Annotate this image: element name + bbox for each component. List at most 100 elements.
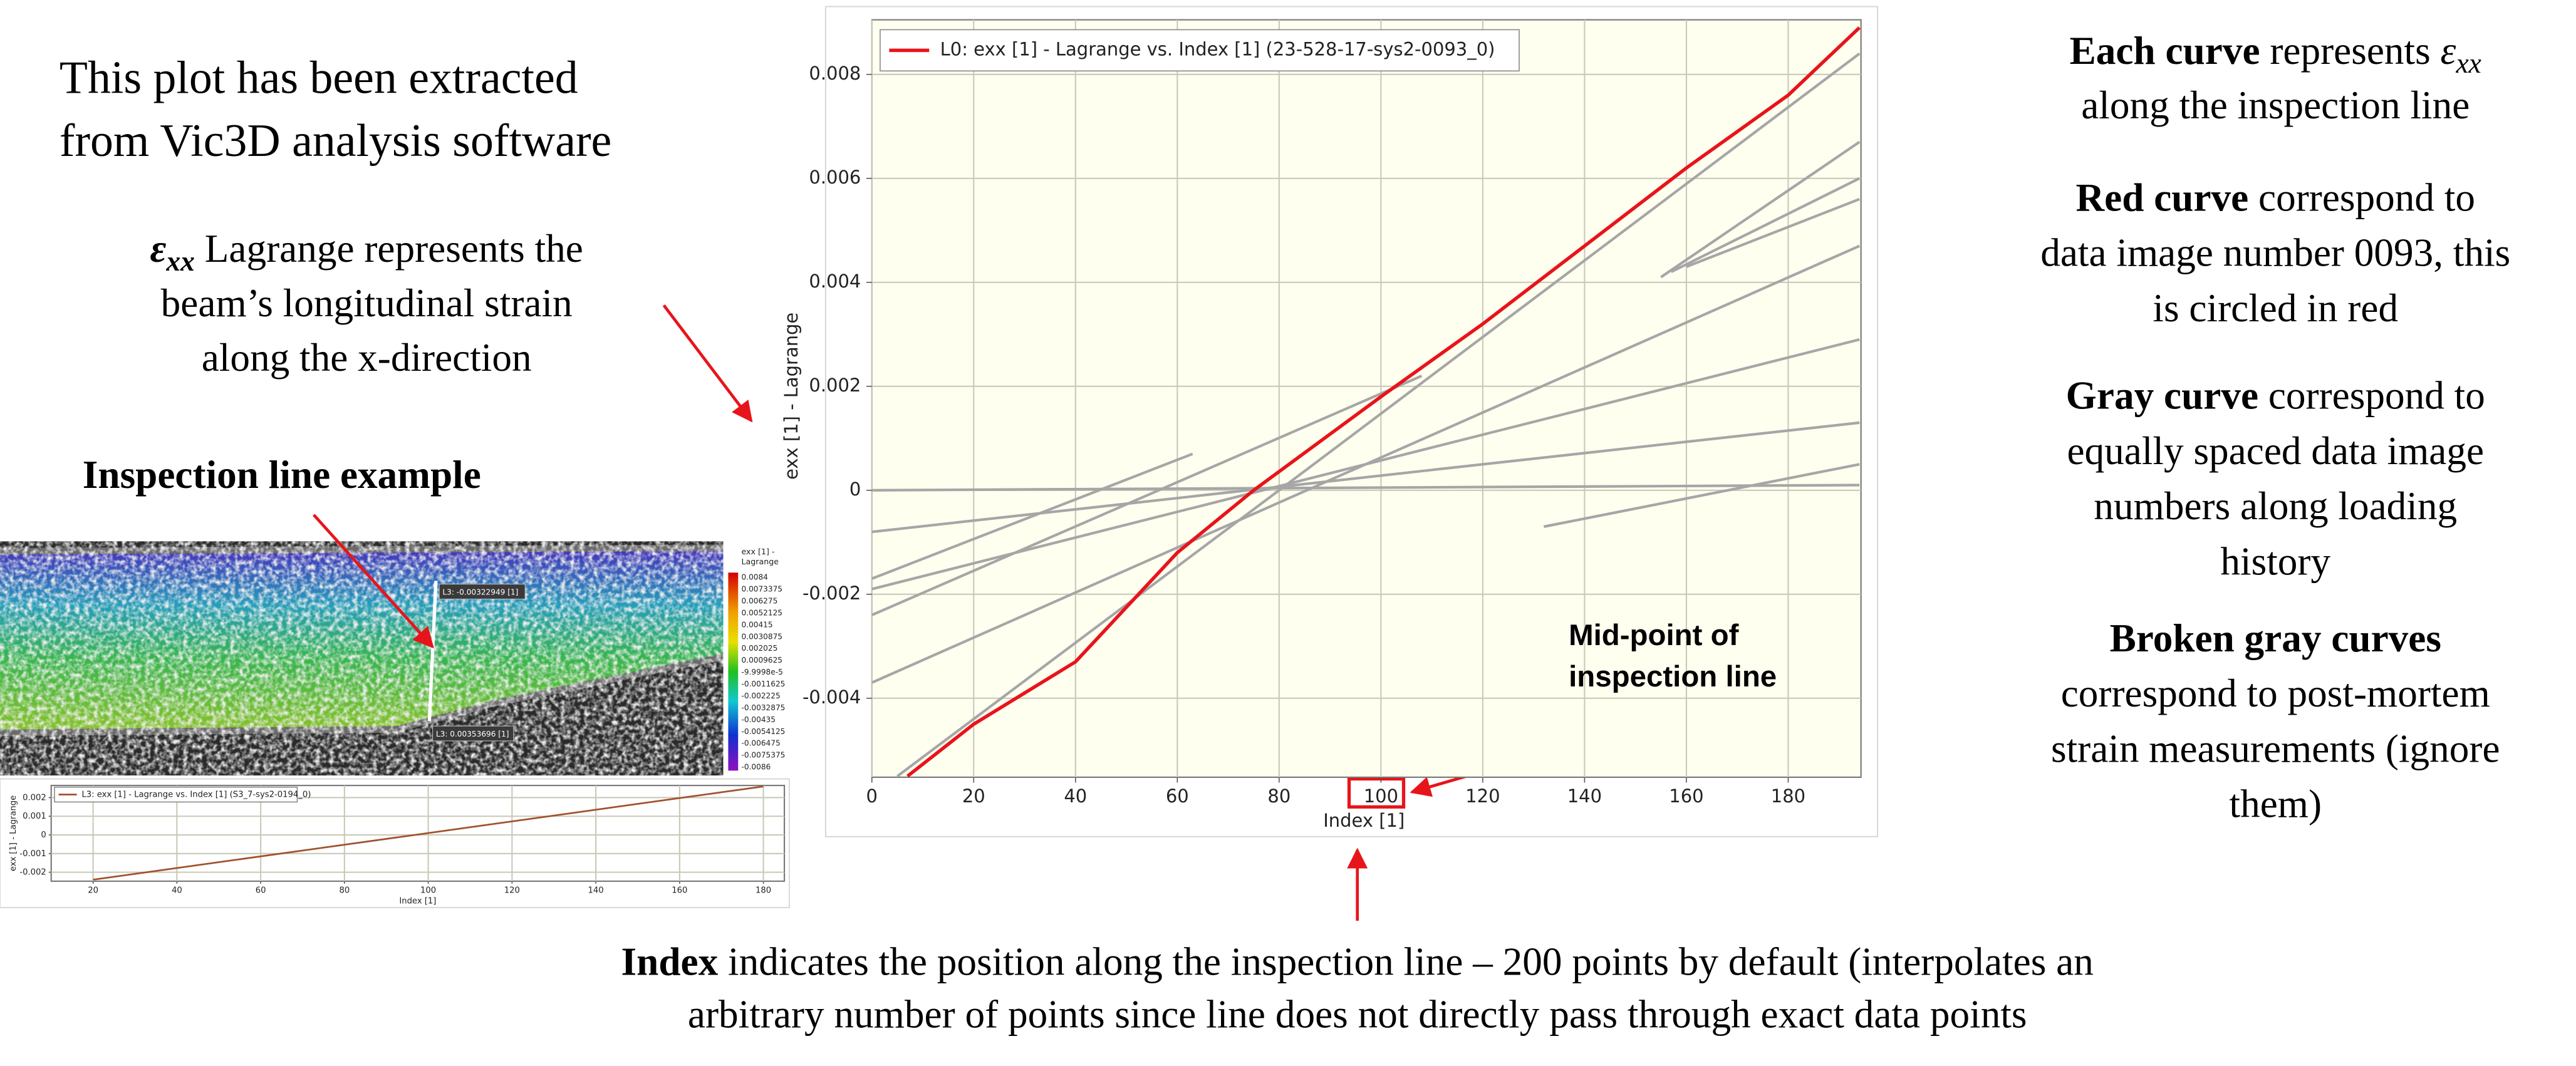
colorbar: [728, 572, 739, 771]
note-line: equally spaced data image: [2067, 428, 2484, 472]
note-line: history: [2220, 539, 2330, 583]
note-segment: equally spaced data image: [2067, 428, 2484, 472]
note-segment: strain measurements (ignore: [2051, 727, 2500, 770]
probe-label-box: [439, 584, 526, 599]
colorbar-label: 0.0009625: [742, 656, 782, 665]
note-segment: along the x-direction: [202, 336, 532, 380]
colorbar-label: 0.002025: [742, 644, 778, 653]
note-line: Mid-point of: [1569, 619, 1739, 652]
x-tick-label: 140: [1567, 785, 1602, 807]
legend-box: [880, 29, 1520, 72]
colorbar-label: 0.00415: [742, 620, 773, 629]
series-line: [1543, 463, 1860, 528]
note-line: Gray curve correspond to: [2066, 373, 2485, 417]
note-line: arbitrary number of points since line do…: [688, 992, 2027, 1036]
note-segment: xx: [165, 246, 195, 277]
arrow: [313, 514, 434, 649]
y-tick-label: -0.004: [802, 686, 861, 708]
note-line: data image number 0093, this: [2040, 230, 2510, 274]
highlight-box: [1347, 777, 1406, 809]
y-tick-label: -0.002: [802, 582, 861, 604]
legend-label: L3: exx [1] - Lagrange vs. Index [1] (S3…: [81, 790, 311, 800]
x-tick-label: 0: [866, 785, 878, 807]
x-tick-label: 160: [1669, 785, 1703, 807]
x-tick-label: 100: [1364, 785, 1398, 807]
note-segment: xx: [2455, 47, 2481, 79]
note-segment: ε: [2441, 28, 2456, 72]
y-tick-label: -0.002: [19, 868, 46, 877]
x-tick-label: 60: [1166, 785, 1189, 807]
note-segment: correspond to post-mortem: [2061, 671, 2490, 715]
colorbar-label: 0.0073375: [742, 585, 782, 594]
colorbar-title: exx [1] -: [742, 547, 775, 556]
note-line: εxx Lagrange represents the: [150, 227, 583, 277]
arrow: [662, 304, 753, 423]
y-axis-label: exx [1] - Lagrange: [9, 795, 18, 871]
x-tick-label: 120: [1465, 785, 1500, 807]
note-segment: Inspection line example: [83, 453, 481, 497]
note-segment: inspection line: [1569, 660, 1777, 693]
note-segment: correspond to: [2258, 373, 2485, 417]
legend-label: L0: exx [1] - Lagrange vs. Index [1] (23…: [940, 38, 1495, 60]
note-segment: numbers along loading: [2094, 484, 2457, 528]
note-segment: correspond to: [2248, 175, 2475, 219]
note-line: numbers along loading: [2094, 484, 2457, 528]
note-segment: Mid-point of: [1569, 619, 1739, 652]
series-line: [1660, 140, 1861, 279]
x-tick-label: 100: [420, 886, 436, 895]
x-tick-label: 180: [756, 886, 771, 895]
y-tick-label: 0.002: [809, 375, 861, 396]
note-segment: This plot has been extracted: [60, 52, 578, 103]
y-tick-label: 0.002: [23, 793, 46, 802]
colorbar-label: -9.9998e-5: [742, 668, 783, 676]
x-tick-label: 80: [1267, 785, 1291, 807]
note-segment: indicates the position along the inspect…: [718, 939, 2094, 983]
series-line: [1670, 177, 1861, 274]
note-line: them): [2229, 782, 2322, 825]
inspection-image: [0, 541, 724, 776]
note-line: beam’s longitudinal strain: [161, 281, 573, 325]
x-tick-label: 180: [1771, 785, 1805, 807]
note-line: from Vic3D analysis software: [60, 115, 611, 166]
note-line: inspection line: [1569, 660, 1777, 693]
note-line: along the inspection line: [2081, 83, 2470, 127]
note-line: strain measurements (ignore: [2051, 727, 2500, 770]
series-line: [871, 375, 1423, 616]
probe-label: L3: -0.00322949 [1]: [442, 587, 518, 596]
x-tick-label: 60: [256, 886, 266, 895]
y-axis-label: exx [1] - Lagrange: [781, 313, 802, 480]
note-segment: Broken gray curves: [2110, 616, 2441, 660]
y-tick-label: 0: [41, 831, 46, 840]
colorbar-label: -0.0032875: [742, 703, 786, 712]
y-tick-label: 0.001: [23, 812, 46, 821]
note-segment: represents: [2260, 28, 2441, 72]
note-segment: history: [2220, 539, 2330, 583]
probe-label-box: [432, 725, 514, 742]
colorbar-label: -0.0075375: [742, 751, 786, 760]
x-tick-label: 160: [672, 886, 687, 895]
note-segment: them): [2229, 782, 2322, 825]
series-line: [93, 785, 764, 881]
note-line: along the x-direction: [202, 336, 532, 380]
note-segment: data image number 0093, this: [2040, 230, 2510, 274]
series-line: [871, 244, 1861, 684]
note-line: This plot has been extracted: [60, 52, 578, 103]
colorbar-label: -0.0054125: [742, 727, 786, 736]
y-tick-label: 0.006: [809, 167, 861, 188]
note-line: Index indicates the position along the i…: [621, 939, 2094, 983]
note-segment: Each curve: [2070, 28, 2260, 72]
note-line: Each curve represents εxx: [2070, 28, 2481, 79]
x-tick-label: 120: [504, 886, 520, 895]
colorbar-label: -0.0011625: [742, 680, 786, 688]
x-tick-label: 40: [172, 886, 182, 895]
colorbar-label: 0.006275: [742, 597, 778, 606]
note-segment: arbitrary number of points since line do…: [688, 992, 2027, 1036]
probe-label: L3: 0.00353696 [1]: [436, 730, 509, 738]
note-line: Broken gray curves: [2110, 616, 2441, 660]
colorbar-label: -0.002225: [742, 691, 781, 700]
colorbar-label: -0.00435: [742, 715, 776, 724]
note-segment: Lagrange represents the: [195, 227, 583, 271]
note-segment: Gray curve: [2066, 373, 2258, 417]
y-tick-label: -0.001: [19, 849, 46, 859]
